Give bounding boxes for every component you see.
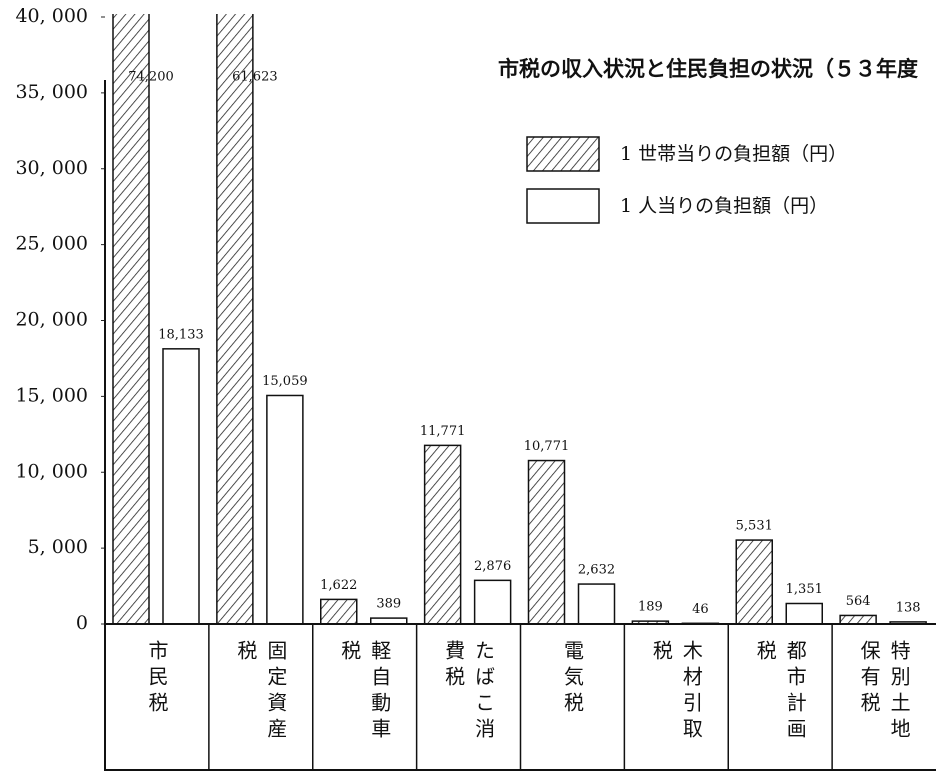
- value-label: 11,771: [420, 424, 466, 439]
- value-label: 61,623: [232, 70, 278, 85]
- bar: [162, 348, 200, 625]
- legend-swatch: [526, 188, 600, 224]
- value-label: 18,133: [158, 327, 204, 342]
- legend-swatch: [526, 136, 600, 172]
- x-tick-label: 固定資産税: [233, 640, 288, 744]
- x-tick-label-box: 市民税: [144, 640, 169, 718]
- x-tick-label: 軽自動車税: [337, 640, 392, 744]
- value-label: 5,531: [736, 519, 773, 534]
- bar: [785, 602, 823, 625]
- value-label: 138: [896, 600, 921, 615]
- value-label: 2,876: [474, 559, 511, 574]
- bar: [423, 444, 462, 625]
- x-tick-label: 市民税: [144, 640, 169, 718]
- x-tick-label-box: 電気税: [560, 640, 585, 718]
- value-label: 1,351: [786, 582, 823, 597]
- x-tick-label-box: 特別土地保有税: [857, 640, 912, 744]
- x-tick-label: 特別土地保有税: [857, 640, 912, 744]
- value-label: 1,622: [320, 578, 357, 593]
- value-label: 15,059: [262, 374, 308, 389]
- value-label: 10,771: [524, 439, 570, 454]
- category-table: [104, 623, 936, 771]
- legend-label: 1 世帯当りの負担額（円）: [620, 143, 847, 165]
- y-tick-label: 20, 000: [15, 309, 88, 331]
- x-tick-label-box: 都市計画税: [753, 640, 808, 744]
- y-tick-label: 40, 000: [15, 5, 88, 27]
- y-tick-label: 10, 000: [15, 460, 88, 482]
- chart-title: 市税の収入状況と住民負担の状況（５３年度: [498, 57, 918, 81]
- value-label: 389: [376, 597, 401, 612]
- bar: [112, 14, 150, 625]
- value-label: 189: [638, 600, 663, 615]
- value-label: 46: [692, 602, 709, 617]
- value-label: 564: [846, 594, 871, 609]
- bar: [527, 459, 566, 625]
- x-tick-label-box: 木材引取税: [649, 640, 704, 744]
- y-tick-label: 25, 000: [15, 233, 88, 255]
- y-tick-label: 0: [76, 612, 88, 634]
- bar: [216, 14, 254, 625]
- value-label: 2,632: [578, 563, 615, 578]
- bar: [839, 614, 877, 625]
- bar: [266, 394, 304, 625]
- y-tick-label: 30, 000: [15, 157, 88, 179]
- x-tick-label-box: たばこ消費税: [441, 640, 496, 744]
- x-tick-label: 都市計画税: [753, 640, 808, 744]
- x-tick-label-box: 軽自動車税: [337, 640, 392, 744]
- bar: [320, 598, 358, 625]
- y-tick-label: 5, 000: [28, 536, 88, 558]
- x-tick-label-box: 固定資産税: [233, 640, 288, 744]
- x-tick-label: 電気税: [560, 640, 585, 718]
- bar: [577, 583, 616, 625]
- legend-label: 1 人当りの負担額（円）: [620, 195, 828, 217]
- bar: [473, 579, 512, 625]
- y-tick-label: 35, 000: [15, 81, 88, 103]
- x-tick-label: 木材引取税: [649, 640, 704, 744]
- y-tick-label: 15, 000: [15, 384, 88, 406]
- bar: [735, 539, 773, 625]
- value-label: 74,200: [128, 70, 174, 85]
- x-tick-label: たばこ消費税: [441, 640, 496, 744]
